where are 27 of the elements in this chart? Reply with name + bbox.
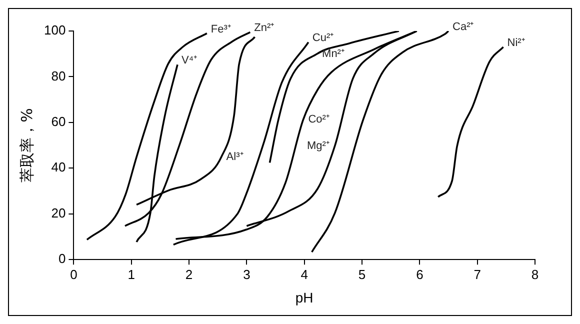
x-tick-label: 3: [243, 266, 250, 282]
series-label: Zn²⁺: [254, 22, 275, 34]
y-tick-label: 20: [51, 205, 66, 220]
series-label: Al³⁺: [226, 150, 244, 163]
series-label: Ni²⁺: [507, 37, 526, 50]
y-axis-title: 萃取率，%: [18, 108, 36, 182]
series-label: Mn²⁺: [322, 48, 345, 60]
series-label: Ca²⁺: [452, 21, 474, 34]
y-tick-label: 60: [51, 114, 66, 130]
series-label: Fe³⁺: [210, 23, 232, 36]
y-tick-label: 40: [51, 160, 66, 175]
series-label: Mg²⁺: [306, 140, 330, 152]
x-tick-label: 4: [300, 266, 308, 282]
x-tick-label: 7: [474, 266, 481, 282]
x-tick-label: 1: [128, 266, 135, 282]
series-label: V⁴⁺: [181, 54, 198, 67]
x-tick-label: 6: [416, 266, 424, 282]
x-tick-label: 8: [531, 266, 539, 282]
y-tick-label: 100: [44, 22, 66, 38]
series-label: Co²⁺: [308, 114, 330, 126]
x-tick-label: 5: [358, 266, 366, 282]
series-label: Cu²⁺: [312, 32, 334, 44]
x-axis-title: pH: [295, 289, 314, 306]
y-tick-label: 0: [58, 251, 66, 266]
x-tick-label: 2: [185, 266, 193, 282]
x-tick-label: 0: [70, 266, 78, 282]
y-tick-label: 80: [51, 68, 66, 84]
